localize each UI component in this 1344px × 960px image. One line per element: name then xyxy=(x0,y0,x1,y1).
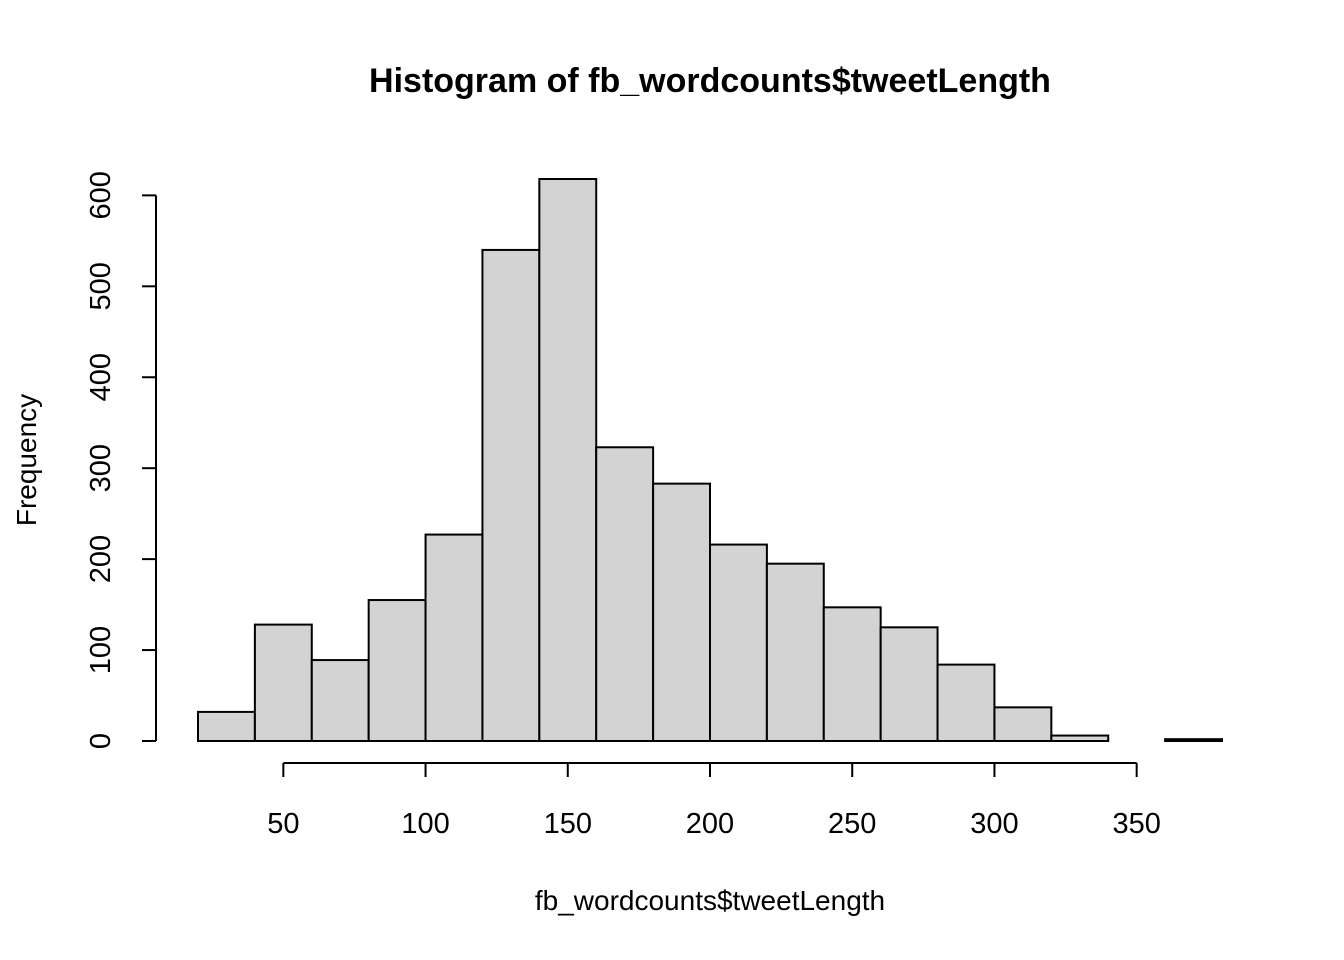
x-axis-label: fb_wordcounts$tweetLength xyxy=(535,885,885,916)
histogram-bar-11 xyxy=(822,606,882,742)
histogram-bar-3 xyxy=(367,599,427,742)
x-tick-label-150: 150 xyxy=(544,808,592,840)
y-tick-label-300: 300 xyxy=(85,444,117,492)
y-tick-label-600: 600 xyxy=(85,171,117,219)
histogram-bar-15 xyxy=(1050,734,1110,743)
histogram-bar-9 xyxy=(709,543,768,742)
y-tick-label-200: 200 xyxy=(85,535,117,583)
y-tick-label-500: 500 xyxy=(85,262,117,310)
y-tick-label-0: 0 xyxy=(85,733,117,749)
histogram-bar-7 xyxy=(595,446,655,742)
x-tick-label-350: 350 xyxy=(1112,808,1160,840)
histogram-bar-6 xyxy=(538,178,598,742)
histogram-bar-12 xyxy=(879,626,939,742)
bars-group xyxy=(197,178,1223,743)
chart-title: Histogram of fb_wordcounts$tweetLength xyxy=(369,62,1051,100)
y-tick-label-400: 400 xyxy=(85,353,117,401)
histogram-bar-4 xyxy=(424,533,484,742)
histogram-bar-0 xyxy=(197,710,256,742)
histogram-bar-5 xyxy=(481,248,541,742)
histogram-bar-13 xyxy=(936,663,996,742)
x-tick-label-50: 50 xyxy=(267,808,299,840)
y-axis: 0 100 200 300 400 500 600 xyxy=(85,171,157,749)
x-axis: 50 100 150 200 250 300 350 xyxy=(267,762,1161,840)
histogram-bar-8 xyxy=(652,482,711,742)
histogram-bar-1 xyxy=(253,623,313,742)
histogram-bar-10 xyxy=(765,562,825,743)
x-tick-label-200: 200 xyxy=(686,808,734,840)
histogram-bar-17 xyxy=(1164,738,1223,742)
y-tick-label-100: 100 xyxy=(85,626,117,674)
x-tick-label-100: 100 xyxy=(401,808,449,840)
histogram-bar-2 xyxy=(310,659,370,742)
x-tick-label-300: 300 xyxy=(970,808,1018,840)
histogram-bar-14 xyxy=(993,706,1053,742)
y-axis-label: Frequency xyxy=(11,394,42,526)
x-tick-label-250: 250 xyxy=(828,808,876,840)
